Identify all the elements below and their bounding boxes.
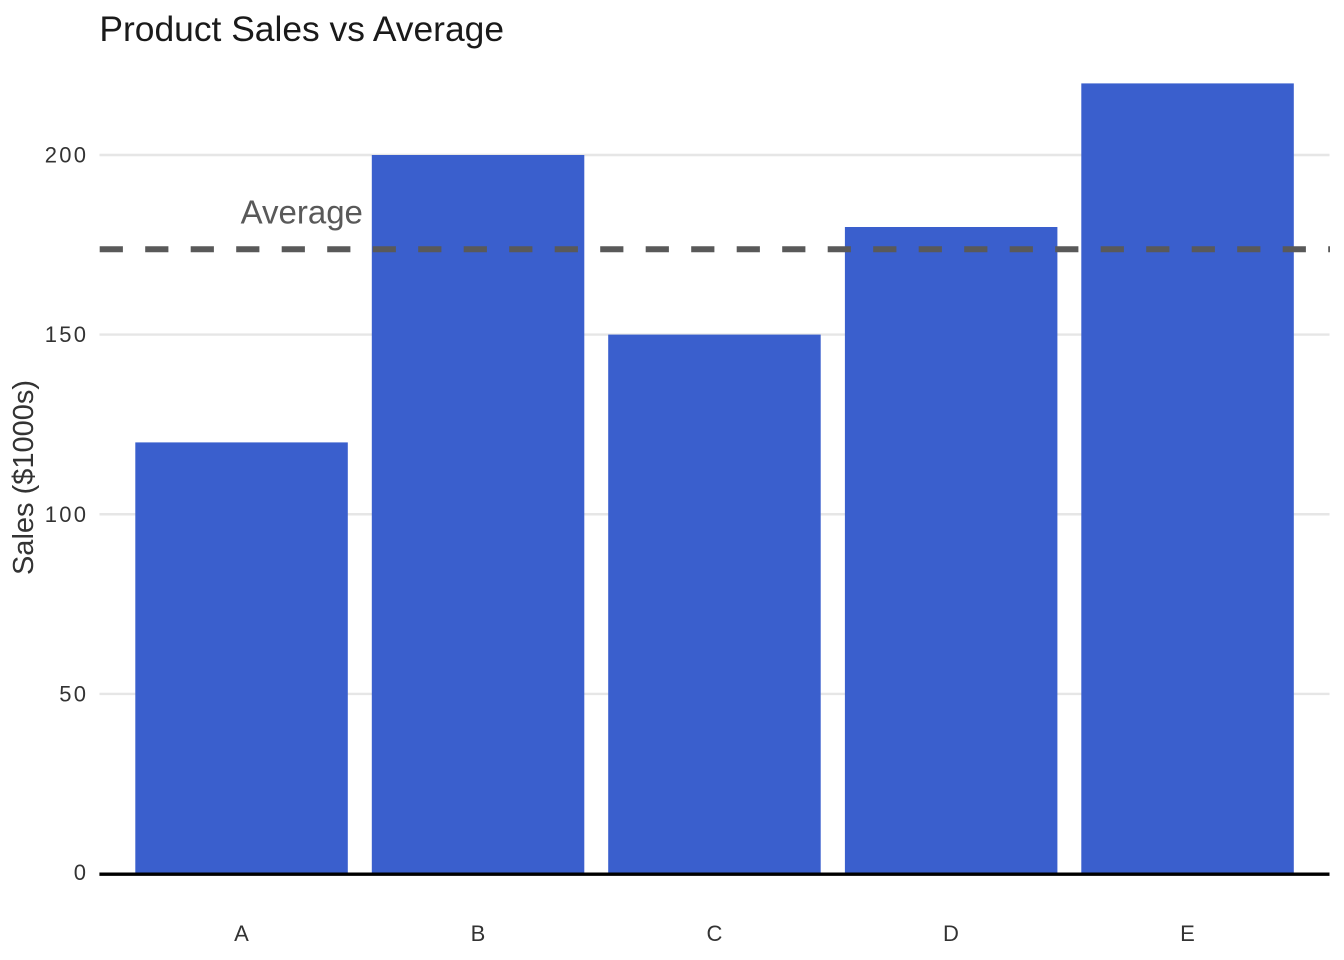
svg-text:Product Sales vs Average: Product Sales vs Average xyxy=(99,9,504,49)
svg-text:0: 0 xyxy=(74,860,89,885)
svg-text:A: A xyxy=(234,921,249,946)
svg-text:Sales ($1000s): Sales ($1000s) xyxy=(8,380,40,575)
svg-text:150: 150 xyxy=(45,322,89,347)
svg-text:B: B xyxy=(471,921,486,946)
svg-text:50: 50 xyxy=(59,681,88,706)
svg-text:100: 100 xyxy=(45,502,89,527)
svg-text:Average: Average xyxy=(241,194,363,231)
svg-text:C: C xyxy=(707,921,723,946)
svg-text:E: E xyxy=(1180,921,1195,946)
svg-text:200: 200 xyxy=(45,143,89,168)
svg-text:D: D xyxy=(943,921,959,946)
